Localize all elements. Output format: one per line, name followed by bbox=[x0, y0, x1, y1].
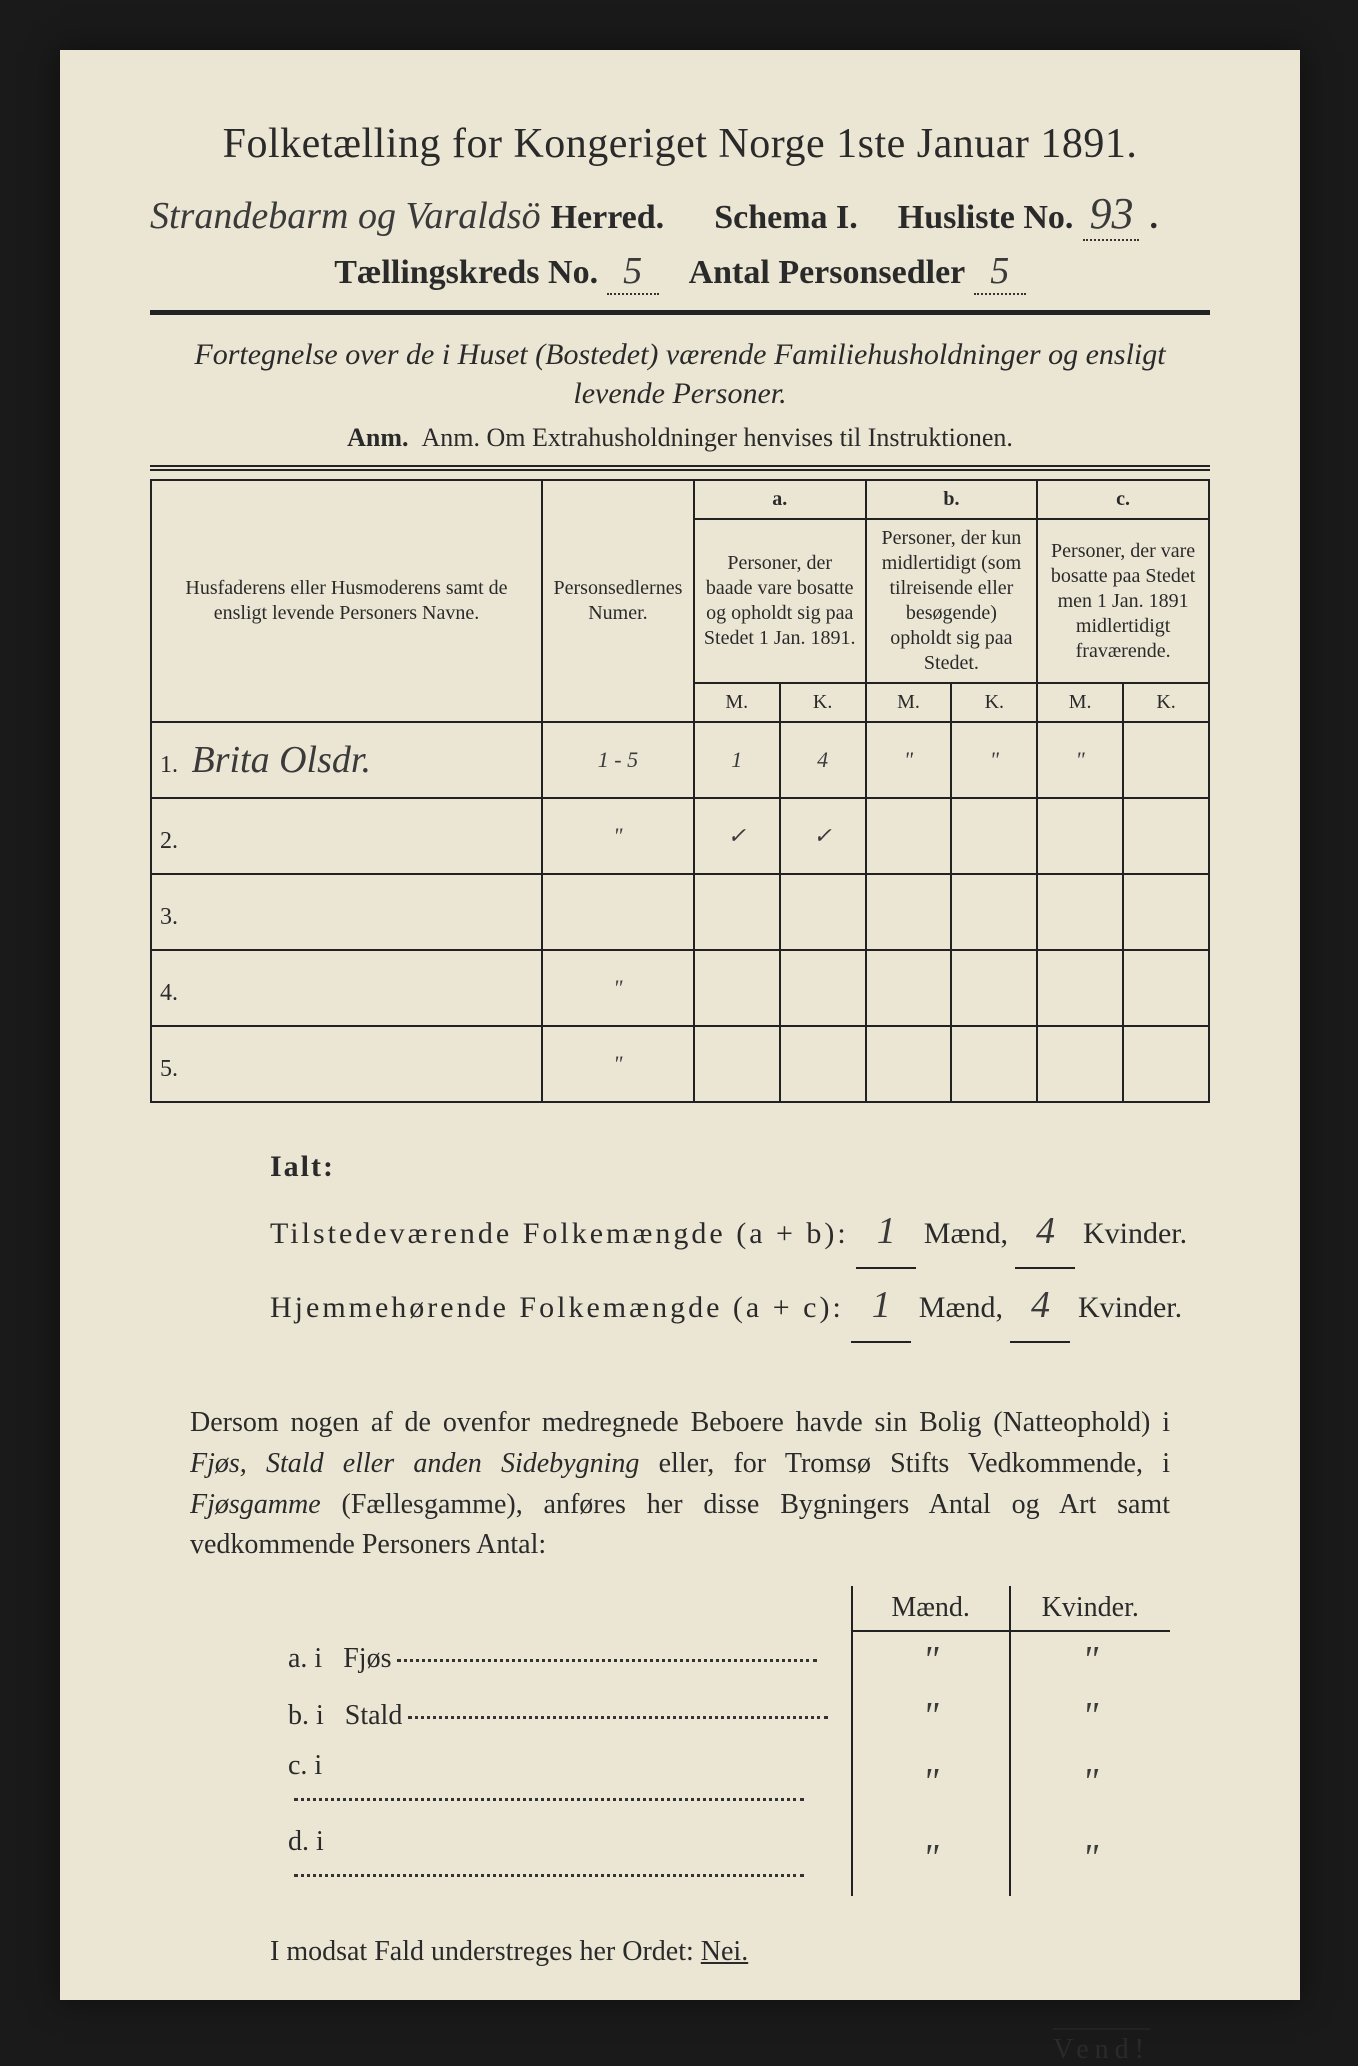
herred-name: Strandebarm og Varaldsö bbox=[150, 194, 541, 238]
col-num-header: Personsedlernes Numer. bbox=[542, 480, 694, 722]
maend-label: Mænd, bbox=[924, 1217, 1008, 1250]
col-a-top: a. bbox=[694, 480, 866, 519]
col-a-desc: Personer, der baade vare bosatte og opho… bbox=[694, 519, 866, 683]
ialt-2-m: 1 bbox=[851, 1269, 911, 1343]
kvinder-label: Kvinder. bbox=[1083, 1217, 1187, 1250]
kvinder-label-2: Kvinder. bbox=[1078, 1291, 1182, 1324]
lodging-head-k: Kvinder. bbox=[1010, 1586, 1170, 1631]
footer-line: I modsat Fald understreges her Ordet: Ne… bbox=[270, 1936, 1170, 1968]
lodging-row: d. i "" bbox=[270, 1820, 1170, 1896]
col-b-k: K. bbox=[951, 683, 1037, 722]
lodging-row: b. i Stald"" bbox=[270, 1688, 1170, 1744]
page-title: Folketælling for Kongeriget Norge 1ste J… bbox=[150, 120, 1210, 168]
anm-text: Anm. Om Extrahusholdninger henvises til … bbox=[421, 423, 1012, 452]
lodging-paragraph: Dersom nogen af de ovenfor medregnede Be… bbox=[190, 1403, 1170, 1565]
ialt-label: Ialt: bbox=[270, 1138, 1210, 1195]
lodging-table: Mænd. Kvinder. a. i Fjøs""b. i Stald""c.… bbox=[270, 1586, 1170, 1896]
footer-nei: Nei. bbox=[701, 1936, 748, 1967]
col-b-desc: Personer, der kun midlertidigt (som tilr… bbox=[866, 519, 1038, 683]
divider bbox=[150, 310, 1210, 315]
ialt-line2-label: Hjemmehørende Folkemængde (a + c): bbox=[270, 1291, 844, 1324]
col-c-desc: Personer, der vare bosatte paa Stedet me… bbox=[1037, 519, 1209, 683]
census-form-page: Folketælling for Kongeriget Norge 1ste J… bbox=[60, 50, 1300, 2000]
husliste-label: Husliste No. bbox=[898, 199, 1074, 237]
col-b-top: b. bbox=[866, 480, 1038, 519]
col-c-top: c. bbox=[1037, 480, 1209, 519]
ialt-block: Ialt: Tilstedeværende Folkemængde (a + b… bbox=[270, 1138, 1210, 1343]
ialt-2-k: 4 bbox=[1010, 1269, 1070, 1343]
col-b-m: M. bbox=[866, 683, 952, 722]
col-c-k: K. bbox=[1123, 683, 1209, 722]
col-a-k: K. bbox=[780, 683, 866, 722]
table-row: 2. "✓✓ bbox=[151, 798, 1209, 874]
lodging-row: a. i Fjøs"" bbox=[270, 1631, 1170, 1688]
header-line-2: Strandebarm og Varaldsö Herred. Schema I… bbox=[150, 188, 1210, 241]
lodging-row: c. i "" bbox=[270, 1744, 1170, 1820]
anm-note: Anm. Anm. Om Extrahusholdninger henvises… bbox=[150, 423, 1210, 453]
table-row: 4. " bbox=[151, 950, 1209, 1026]
header-line-3: Tællingskreds No. 5 Antal Personsedler 5 bbox=[150, 249, 1210, 295]
herred-label: Herred. bbox=[551, 199, 665, 237]
col-c-m: M. bbox=[1037, 683, 1123, 722]
maend-label-2: Mænd, bbox=[919, 1291, 1003, 1324]
table-row: 3. bbox=[151, 874, 1209, 950]
col-name-header: Husfaderens eller Husmoderens samt de en… bbox=[151, 480, 542, 722]
ialt-1-k: 4 bbox=[1015, 1195, 1075, 1269]
kreds-label: Tællingskreds No. bbox=[334, 254, 598, 291]
col-a-m: M. bbox=[694, 683, 780, 722]
ialt-line1-label: Tilstedeværende Folkemængde (a + b): bbox=[270, 1217, 849, 1250]
census-table: Husfaderens eller Husmoderens samt de en… bbox=[150, 479, 1210, 1103]
lodging-head-m: Mænd. bbox=[852, 1586, 1010, 1631]
ialt-1-m: 1 bbox=[856, 1195, 916, 1269]
table-row: 1. Brita Olsdr.1 - 514""" bbox=[151, 722, 1209, 798]
table-row: 5. " bbox=[151, 1026, 1209, 1102]
table-top-rule bbox=[150, 465, 1210, 471]
footer-text: I modsat Fald understreges her Ordet: bbox=[270, 1936, 694, 1967]
antal-val: 5 bbox=[974, 249, 1026, 295]
schema-label: Schema I. bbox=[714, 199, 858, 237]
antal-label: Antal Personsedler bbox=[689, 254, 966, 291]
kreds-no: 5 bbox=[607, 249, 659, 295]
subtitle: Fortegnelse over de i Huset (Bostedet) v… bbox=[150, 335, 1210, 413]
husliste-no: 93 bbox=[1083, 188, 1139, 241]
vend-label: Vend! bbox=[1053, 2028, 1150, 2066]
ialt-line-2: Hjemmehørende Folkemængde (a + c): 1 Mæn… bbox=[270, 1269, 1210, 1343]
ialt-line-1: Tilstedeværende Folkemængde (a + b): 1 M… bbox=[270, 1195, 1210, 1269]
